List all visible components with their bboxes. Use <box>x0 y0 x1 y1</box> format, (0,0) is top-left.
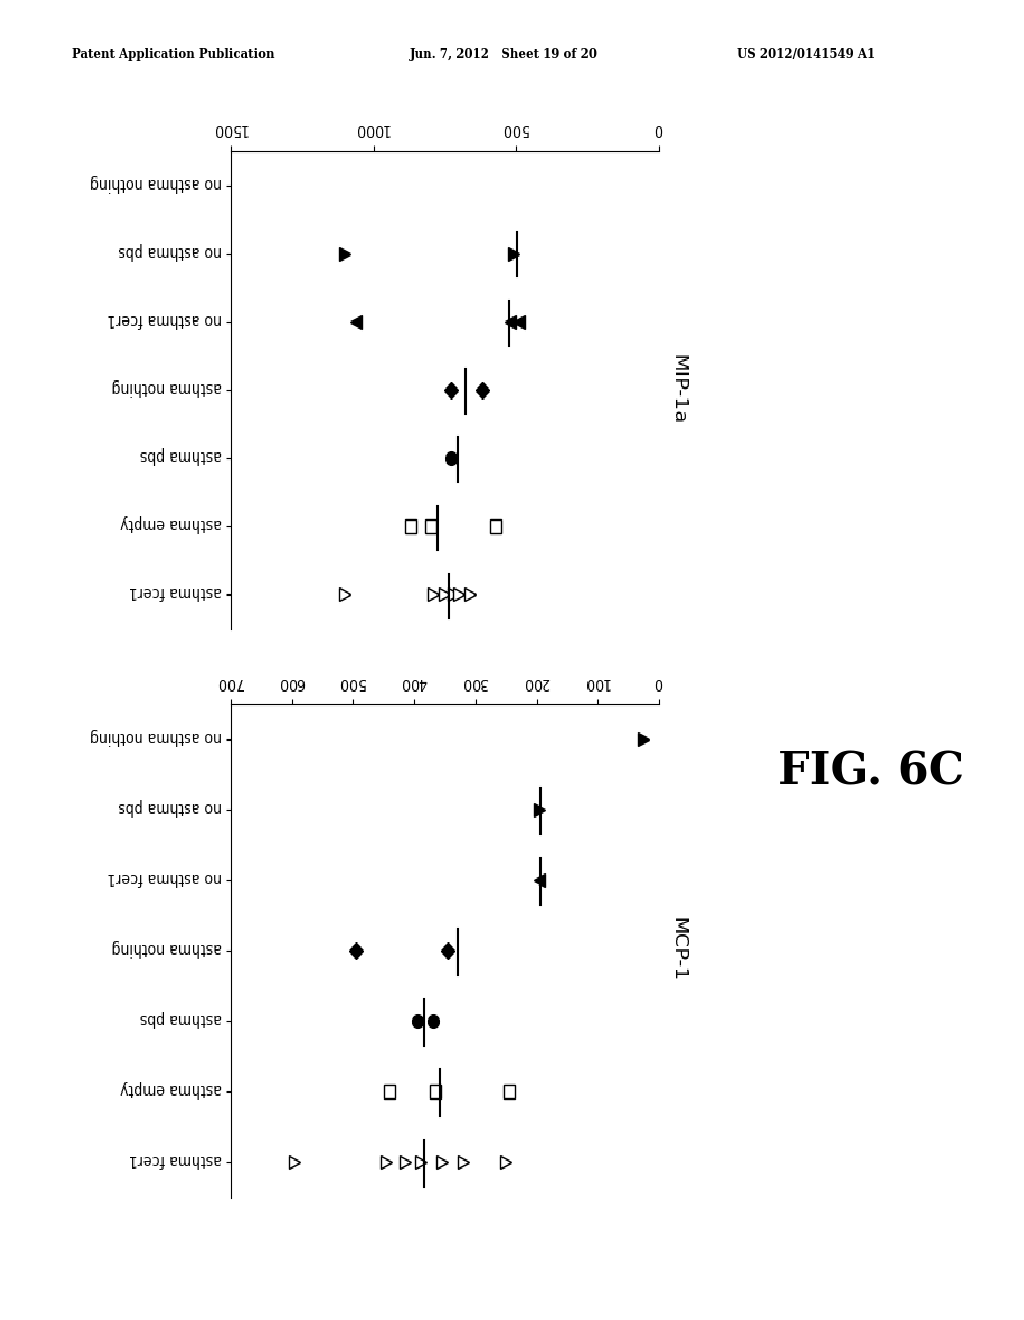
Text: Patent Application Publication: Patent Application Publication <box>72 48 274 61</box>
Text: FIG. 6C: FIG. 6C <box>778 751 965 793</box>
Text: US 2012/0141549 A1: US 2012/0141549 A1 <box>737 48 876 61</box>
Text: Jun. 7, 2012   Sheet 19 of 20: Jun. 7, 2012 Sheet 19 of 20 <box>410 48 598 61</box>
